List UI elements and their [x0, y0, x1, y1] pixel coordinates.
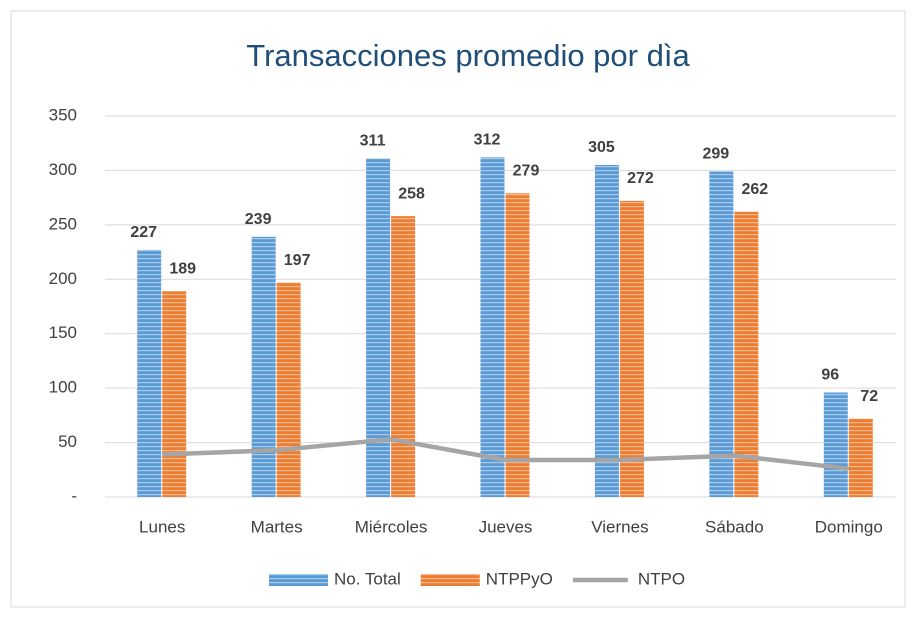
x-tick-label: Sábado: [705, 517, 764, 536]
bar: [505, 193, 530, 497]
legend-label: NTPPyO: [486, 569, 553, 588]
data-label: 258: [398, 185, 425, 202]
bar: [823, 392, 848, 497]
legend-label: No. Total: [334, 569, 401, 588]
x-tick-label: Jueves: [479, 517, 533, 536]
data-label: 189: [169, 260, 196, 277]
x-tick-label: Martes: [251, 517, 303, 536]
x-tick-label: Miércoles: [355, 517, 428, 536]
y-tick-label: 50: [58, 432, 77, 451]
y-tick-label: 200: [49, 269, 77, 288]
data-label: 227: [130, 224, 157, 241]
bar: [480, 157, 505, 497]
y-tick-label: -: [71, 486, 77, 505]
data-label: 197: [284, 252, 311, 269]
bar: [594, 164, 619, 497]
data-label: 312: [474, 132, 501, 149]
y-tick-label: 150: [49, 323, 77, 342]
data-label: 305: [588, 139, 615, 156]
bar: [709, 171, 734, 497]
bar: [276, 282, 301, 497]
data-label: 272: [627, 170, 654, 187]
legend-swatch: [269, 574, 328, 586]
legend-label: NTPO: [638, 569, 685, 588]
bar: [391, 216, 416, 498]
bar: [619, 200, 644, 497]
bar: [137, 249, 162, 497]
data-label: 262: [742, 181, 769, 198]
x-tick-label: Lunes: [139, 517, 185, 536]
data-label: 299: [703, 146, 730, 163]
x-tick-label: Domingo: [815, 517, 883, 536]
y-tick-label: 100: [49, 378, 77, 397]
x-tick-label: Viernes: [591, 517, 648, 536]
bar: [848, 418, 873, 497]
bar: [162, 291, 187, 497]
bar: [734, 211, 759, 497]
chart-title: Transacciones promedio por dìa: [246, 38, 690, 73]
bar: [366, 158, 391, 497]
data-label: 239: [245, 211, 272, 228]
data-label: 96: [821, 367, 839, 384]
legend-swatch: [420, 574, 480, 586]
data-label: 279: [513, 163, 540, 180]
y-tick-label: 250: [49, 214, 77, 233]
line-series: [162, 437, 850, 471]
data-label: 72: [860, 388, 878, 405]
data-label: 311: [360, 133, 386, 150]
y-tick-label: 300: [49, 160, 77, 179]
y-tick-label: 350: [49, 105, 77, 124]
bar: [251, 236, 276, 497]
